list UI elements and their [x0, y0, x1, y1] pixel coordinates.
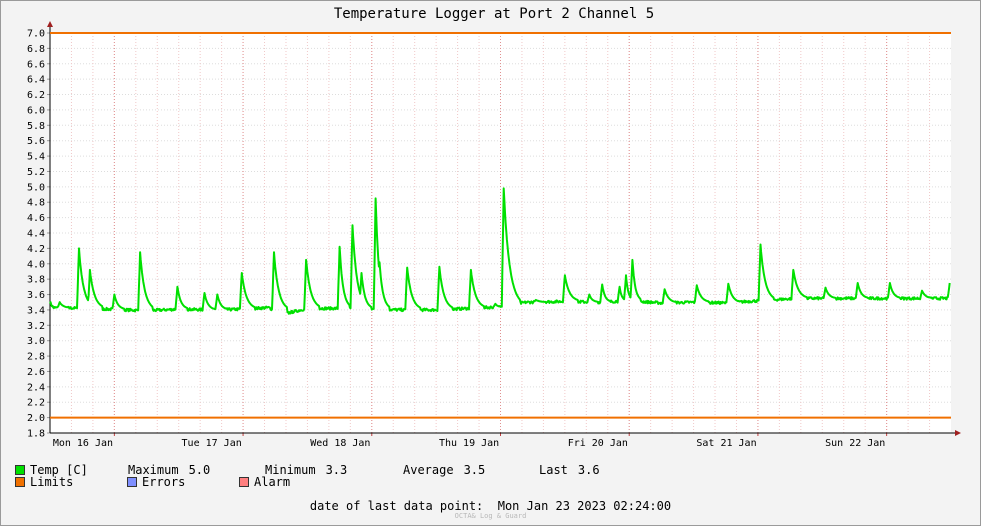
y-tick-label: 7.0: [27, 29, 45, 40]
legend-temp-swatch: [15, 465, 25, 475]
y-tick-label: 5.4: [27, 152, 45, 163]
y-tick-label: 4.8: [27, 198, 45, 209]
x-tick-label: Fri 20 Jan: [568, 438, 628, 449]
y-tick-label: 4.4: [27, 229, 45, 240]
x-tick-label: Wed 18 Jan: [310, 438, 370, 449]
y-tick-label: 6.4: [27, 75, 45, 86]
y-tick-label: 3.0: [27, 336, 45, 347]
stat-maximum-value: 5.0: [188, 463, 211, 477]
legend-errors-swatch: [127, 477, 137, 487]
y-tick-label: 6.6: [27, 59, 45, 70]
legend-limits-swatch: [15, 477, 25, 487]
stat-minimum-value: 3.3: [325, 463, 348, 477]
x-tick-label: Sun 22 Jan: [825, 438, 885, 449]
x-axis-arrow: [955, 430, 961, 436]
y-tick-label: 3.6: [27, 290, 45, 301]
stat-average-value: 3.5: [463, 463, 486, 477]
y-tick-label: 4.0: [27, 259, 45, 270]
stat-average-label: Average: [403, 463, 454, 477]
y-axis-arrow: [47, 21, 53, 27]
stat-average: Average 3.5: [403, 463, 485, 477]
y-tick-label: 3.2: [27, 321, 45, 332]
y-tick-label: 3.4: [27, 305, 45, 316]
credit-text: OCTA& Log & Guard: [454, 512, 527, 520]
axes: 1.8 2.0 2.2 2.4 2.6 2.8 3.0 3.2 3.4 3.6 3.8 4.0 4.2 4…: [27, 21, 961, 449]
y-tick-label: 6.2: [27, 90, 45, 101]
y-tick-label: 2.0: [27, 413, 45, 424]
stat-last: Last 3.6: [539, 463, 600, 477]
y-tick-label: 5.0: [27, 182, 45, 193]
stat-maximum-label: Maximum: [128, 463, 179, 477]
legend-errors-label: Errors: [142, 475, 186, 489]
y-tick-label: 6.8: [27, 44, 45, 55]
stat-minimum-label: Minimum: [265, 463, 316, 477]
y-tick-label: 5.8: [27, 121, 45, 132]
y-tick-label: 2.6: [27, 367, 45, 378]
last-data-point: date of last data point: Mon Jan 23 2023…: [309, 499, 672, 513]
y-tick-label: 4.2: [27, 244, 45, 255]
legend-alarm: Alarm: [239, 475, 290, 489]
x-tick-label: Sat 21 Jan: [696, 438, 756, 449]
chart-title: Temperature Logger at Port 2 Channel 5: [334, 6, 654, 22]
stat-last-value: 3.6: [577, 463, 600, 477]
x-tick-label: Tue 17 Jan: [182, 438, 242, 449]
y-tick-label: 5.2: [27, 167, 45, 178]
grid: [49, 32, 951, 434]
legend-alarm-label: Alarm: [254, 475, 291, 489]
x-tick-label: Thu 19 Jan: [439, 438, 499, 449]
legend-alarm-swatch: [239, 477, 249, 487]
legend-temp-label: Temp [C]: [30, 463, 88, 477]
x-tick-label: Mon 16 Jan: [53, 438, 113, 449]
legend-errors: Errors: [127, 475, 185, 489]
legend-limits: Limits: [15, 475, 73, 489]
y-tick-label: 6.0: [27, 105, 45, 116]
y-tick-label: 2.8: [27, 352, 45, 363]
y-tick-label: 3.8: [27, 275, 45, 286]
legend-limits-label: Limits: [30, 475, 74, 489]
legend-temp: Temp [C]: [15, 463, 88, 477]
y-tick-label: 2.2: [27, 398, 45, 409]
y-tick-label: 2.4: [27, 382, 45, 393]
y-tick-label: 4.6: [27, 213, 45, 224]
series-layer: [49, 32, 951, 419]
y-tick-label: 1.8: [27, 429, 45, 440]
temp-series-line: [49, 187, 951, 315]
y-tick-label: 5.6: [27, 136, 45, 147]
stat-last-label: Last: [539, 463, 568, 477]
stat-minimum: Minimum 3.3: [265, 463, 347, 477]
stat-maximum: Maximum 5.0: [128, 463, 210, 477]
